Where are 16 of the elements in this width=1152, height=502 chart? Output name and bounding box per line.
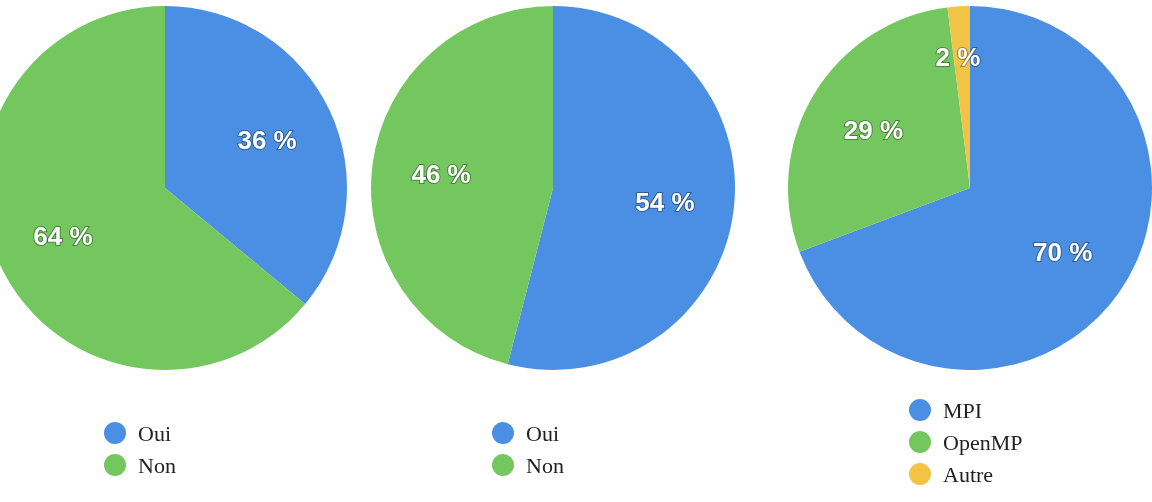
data-label: 29 % xyxy=(843,114,904,145)
legend-label: OpenMP xyxy=(943,429,1023,455)
pie-slice xyxy=(799,6,1152,370)
pie-slice xyxy=(507,6,735,370)
data-label: 46 % xyxy=(411,158,471,189)
data-label: 70 % xyxy=(1033,237,1093,268)
pie-slice xyxy=(371,6,553,365)
legend-label: MPI xyxy=(943,397,983,423)
legend-label: Non xyxy=(138,452,176,478)
legend-label: Non xyxy=(526,452,564,478)
legend-label: Oui xyxy=(138,420,171,446)
data-label: 64 % xyxy=(33,221,93,252)
data-label: 36 % xyxy=(237,125,297,156)
data-label: 54 % xyxy=(635,187,695,218)
legend-label: Oui xyxy=(526,420,559,446)
legend-label: Autre xyxy=(943,461,994,487)
